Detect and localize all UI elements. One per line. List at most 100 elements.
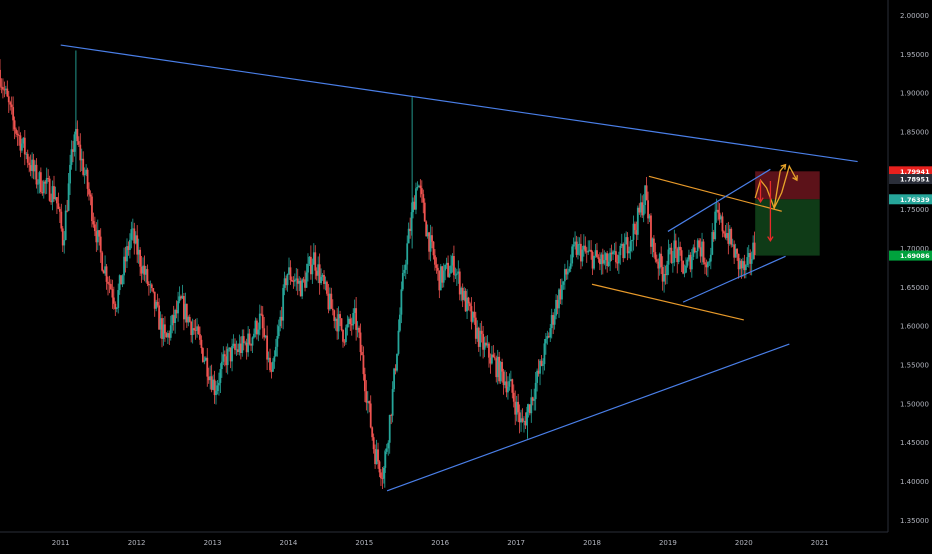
candle-body bbox=[85, 169, 88, 174]
candle-body bbox=[422, 194, 425, 203]
candle-body bbox=[750, 259, 753, 264]
candle-body bbox=[534, 382, 537, 400]
candle-body bbox=[559, 289, 562, 300]
candle-body bbox=[245, 342, 248, 353]
candle-body bbox=[575, 241, 578, 255]
stop-zone bbox=[755, 171, 820, 200]
candle-body bbox=[234, 343, 236, 350]
candle-body bbox=[53, 186, 55, 200]
candle-body bbox=[669, 247, 671, 250]
candle-body bbox=[66, 210, 69, 212]
candle-body bbox=[455, 273, 458, 275]
candle-body bbox=[677, 246, 680, 263]
candle-body bbox=[352, 312, 355, 326]
candle-body bbox=[196, 326, 198, 331]
candle-body bbox=[345, 327, 347, 343]
trendline[interactable] bbox=[648, 175, 782, 212]
candle-body bbox=[247, 333, 250, 353]
candle-body bbox=[685, 265, 687, 273]
candle-body bbox=[543, 343, 546, 365]
candle-body bbox=[477, 327, 480, 347]
candle-body bbox=[412, 201, 414, 213]
candle-body bbox=[107, 281, 109, 284]
candle-body bbox=[417, 185, 420, 188]
candle-body bbox=[715, 209, 718, 212]
candle-body bbox=[270, 370, 273, 372]
candle-body bbox=[288, 267, 290, 274]
candle-body bbox=[709, 254, 712, 262]
candle-body bbox=[20, 143, 23, 151]
y-tick-label: 1.75000 bbox=[900, 206, 929, 214]
candle-body bbox=[648, 215, 651, 219]
candle-body bbox=[565, 269, 568, 275]
candle-body bbox=[274, 346, 277, 357]
candle-body bbox=[521, 418, 524, 422]
x-tick-label: 2012 bbox=[128, 539, 146, 547]
trendline[interactable] bbox=[682, 255, 786, 303]
candle-body bbox=[126, 246, 128, 262]
trendline[interactable] bbox=[667, 168, 771, 232]
candle-body bbox=[698, 240, 701, 248]
trendline[interactable] bbox=[591, 283, 744, 321]
candle-body bbox=[641, 202, 644, 216]
candle-body bbox=[64, 210, 67, 241]
candle-body bbox=[512, 392, 515, 402]
target-zone bbox=[755, 199, 820, 256]
candle-body bbox=[501, 362, 503, 372]
candle-body bbox=[739, 260, 741, 270]
candle-body bbox=[555, 299, 557, 316]
candle-body bbox=[39, 172, 42, 193]
x-tick-label: 2019 bbox=[659, 539, 677, 547]
candle-body bbox=[670, 247, 673, 263]
candle-body bbox=[387, 442, 390, 449]
candle-body bbox=[324, 281, 327, 284]
candle-body bbox=[272, 361, 274, 372]
candle-body bbox=[311, 264, 314, 275]
candle-body bbox=[660, 253, 663, 267]
candle-body bbox=[121, 275, 124, 285]
y-tick-label: 1.40000 bbox=[900, 478, 929, 486]
candle-body bbox=[693, 247, 696, 253]
candle-body bbox=[429, 235, 432, 252]
candle-body bbox=[609, 252, 611, 262]
candle-body bbox=[83, 173, 86, 175]
candle-body bbox=[50, 200, 52, 203]
candle-body bbox=[504, 381, 506, 386]
candle-body bbox=[197, 326, 200, 335]
candle-body bbox=[533, 399, 536, 401]
candle-body bbox=[317, 264, 320, 276]
y-tick-label: 1.90000 bbox=[900, 90, 929, 98]
trendline[interactable] bbox=[60, 44, 858, 163]
candle-body bbox=[283, 278, 286, 288]
candle-body bbox=[731, 244, 734, 246]
candle-body bbox=[489, 357, 492, 364]
trendline[interactable] bbox=[386, 343, 790, 492]
candle-body bbox=[302, 279, 305, 281]
candle-body bbox=[350, 324, 353, 326]
candle-body bbox=[539, 360, 541, 374]
candle-body bbox=[6, 88, 9, 97]
candle-body bbox=[587, 250, 590, 253]
candle-body bbox=[740, 260, 743, 269]
candle-body bbox=[112, 297, 115, 304]
candle-body bbox=[349, 318, 352, 325]
candle-body bbox=[632, 223, 635, 240]
candle-body bbox=[377, 449, 379, 462]
candle-body bbox=[95, 231, 98, 243]
candle-body bbox=[133, 228, 136, 244]
candle-body bbox=[225, 356, 228, 366]
candle-body bbox=[137, 249, 140, 255]
candle-body bbox=[547, 336, 550, 338]
candle-body bbox=[194, 330, 197, 331]
candle-body bbox=[720, 216, 722, 220]
candle-body bbox=[718, 212, 721, 220]
candle-body bbox=[23, 137, 26, 155]
candle-body bbox=[91, 196, 93, 222]
candle-body bbox=[561, 284, 563, 300]
candle-body bbox=[282, 287, 285, 321]
candle-body bbox=[625, 237, 628, 245]
candle-body bbox=[139, 249, 142, 267]
candle-body bbox=[158, 305, 160, 330]
candle-body bbox=[285, 278, 287, 286]
